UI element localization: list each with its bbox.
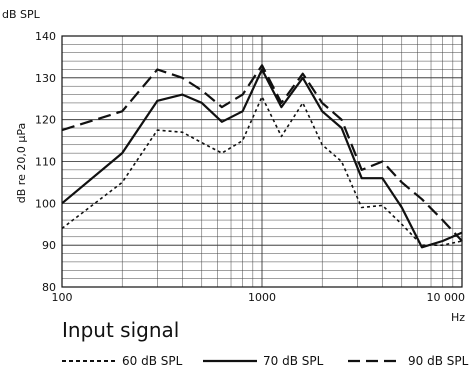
legend-label-90db: 90 dB SPL: [408, 354, 469, 368]
y-tick-label: 130: [35, 72, 56, 85]
legend-item-60db: 60 dB SPL: [62, 354, 182, 368]
y-axis-unit-label: dB SPL: [2, 8, 41, 21]
y-tick-label: 120: [35, 114, 56, 127]
x-tick-label: 10 000: [427, 291, 466, 304]
legend-item-90db: 90 dB SPL: [348, 354, 468, 368]
plot-frame: [61, 35, 463, 288]
series-lines: [61, 64, 463, 249]
legend-title: Input signal: [62, 318, 180, 342]
legend-swatch-dashed: [348, 359, 402, 363]
x-axis-label: Hz: [451, 311, 465, 324]
series-line-dashed: [61, 64, 463, 242]
y-tick-labels: 80 90 100 110 120 130 140: [35, 30, 56, 294]
legend-swatch-dotted: [62, 360, 116, 362]
legend-swatch-solid: [203, 359, 257, 363]
x-tick-label: 1000: [248, 291, 276, 304]
y-axis-label: dB re 20,0 µPa: [15, 123, 28, 203]
legend-item-70db: 70 dB SPL: [203, 354, 323, 368]
y-tick-label: 100: [35, 197, 56, 210]
y-tick-label: 80: [42, 281, 56, 294]
x-tick-label: 100: [52, 291, 73, 304]
y-tick-label: 110: [35, 156, 56, 169]
grid: [61, 35, 462, 288]
series-line-dotted: [61, 95, 463, 246]
legend-label-60db: 60 dB SPL: [122, 354, 183, 368]
series-line-solid: [61, 68, 463, 249]
y-tick-label: 90: [42, 239, 56, 252]
legend-label-70db: 70 dB SPL: [263, 354, 324, 368]
x-tick-labels: 100 1000 10 000: [52, 291, 466, 304]
y-tick-label: 140: [35, 30, 56, 43]
